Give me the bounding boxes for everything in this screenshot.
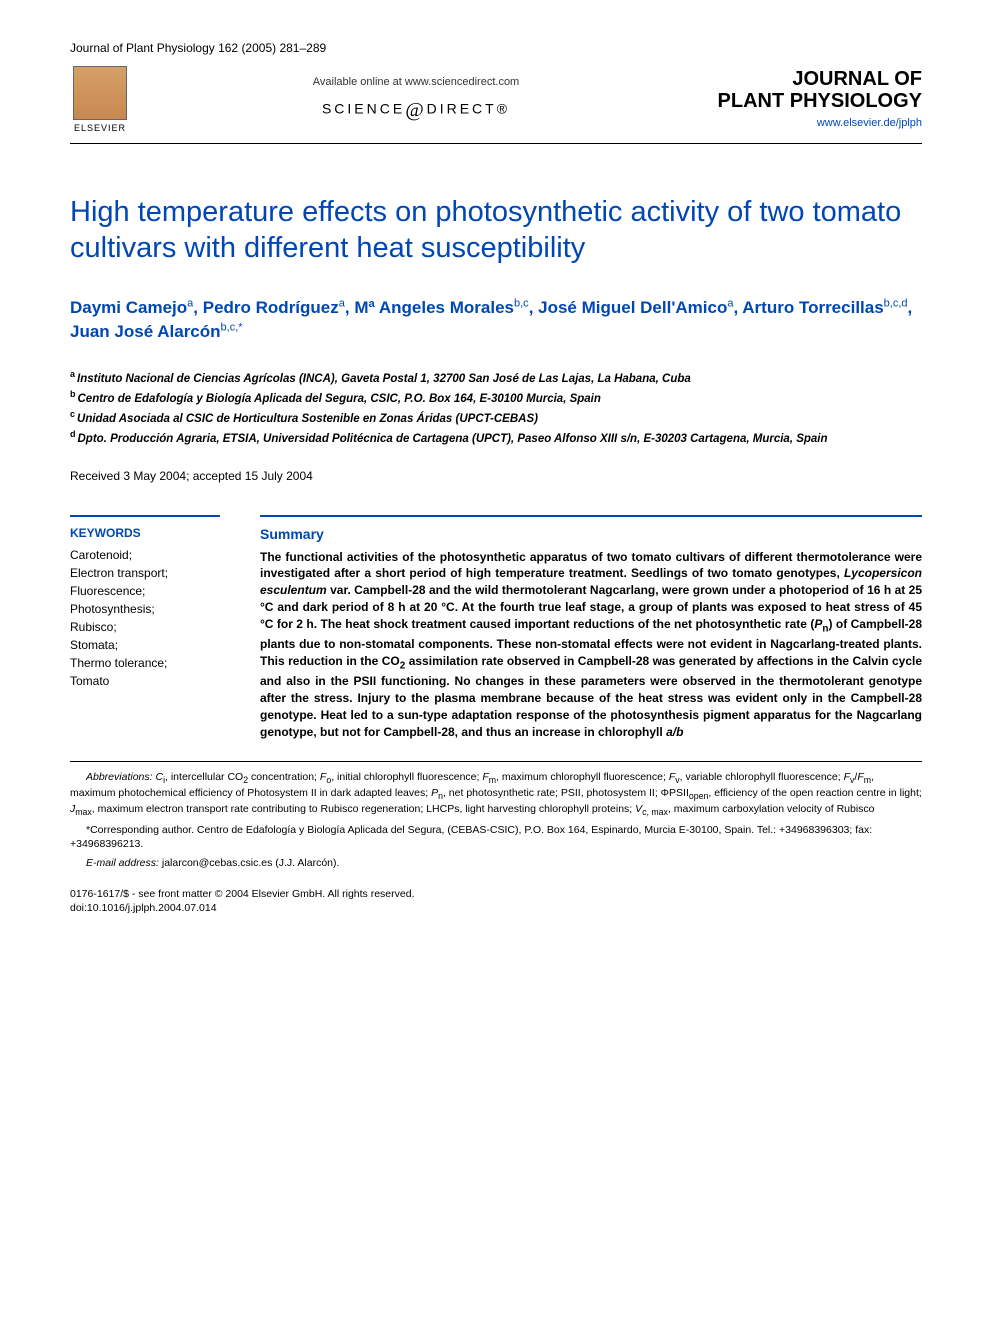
doi-text: doi:10.1016/j.jplph.2004.07.014: [70, 901, 922, 916]
elsevier-logo: ELSEVIER: [70, 65, 130, 135]
summary-column: Summary The functional activities of the…: [260, 515, 922, 741]
header-logo-row: ELSEVIER Available online at www.science…: [70, 65, 922, 144]
journal-brand: JOURNAL OF PLANT PHYSIOLOGY www.elsevier…: [702, 68, 922, 131]
footer-section: Abbreviations: Ci, intercellular CO2 con…: [70, 761, 922, 871]
available-online-text: Available online at www.sciencedirect.co…: [130, 75, 702, 90]
journal-name-line2: PLANT PHYSIOLOGY: [702, 90, 922, 112]
article-dates: Received 3 May 2004; accepted 15 July 20…: [70, 468, 922, 485]
elsevier-label: ELSEVIER: [74, 122, 126, 135]
keywords-list: Carotenoid;Electron transport;Fluorescen…: [70, 546, 220, 690]
email-text: E-mail address: jalarcon@cebas.csic.es (…: [70, 856, 922, 871]
elsevier-tree-icon: [73, 66, 127, 120]
journal-citation: Journal of Plant Physiology 162 (2005) 2…: [70, 40, 326, 57]
sciencedirect-block: Available online at www.sciencedirect.co…: [130, 75, 702, 124]
copyright-text: 0176-1617/$ - see front matter © 2004 El…: [70, 887, 922, 902]
journal-url[interactable]: www.elsevier.de/jplph: [702, 116, 922, 131]
corresponding-author-text: *Corresponding author. Centro de Edafolo…: [70, 823, 922, 852]
journal-name-line1: JOURNAL OF: [702, 68, 922, 90]
summary-text: The functional activities of the photosy…: [260, 549, 922, 741]
sciencedirect-logo: SCIENCE@DIRECT®: [130, 96, 702, 124]
keywords-heading: KEYWORDS: [70, 525, 220, 542]
sciencedirect-at-icon: @: [405, 99, 426, 121]
summary-heading: Summary: [260, 525, 922, 545]
article-title: High temperature effects on photosynthet…: [70, 194, 922, 267]
sciencedirect-suffix: DIRECT®: [427, 101, 510, 117]
abbreviations-text: Abbreviations: Ci, intercellular CO2 con…: [70, 770, 922, 819]
sciencedirect-prefix: SCIENCE: [322, 101, 405, 117]
keywords-box: KEYWORDS Carotenoid;Electron transport;F…: [70, 515, 220, 741]
affiliations-block: aInstituto Nacional de Ciencias Agrícola…: [70, 368, 922, 448]
authors-list: Daymi Camejoa, Pedro Rodrígueza, Mª Ange…: [70, 296, 922, 344]
